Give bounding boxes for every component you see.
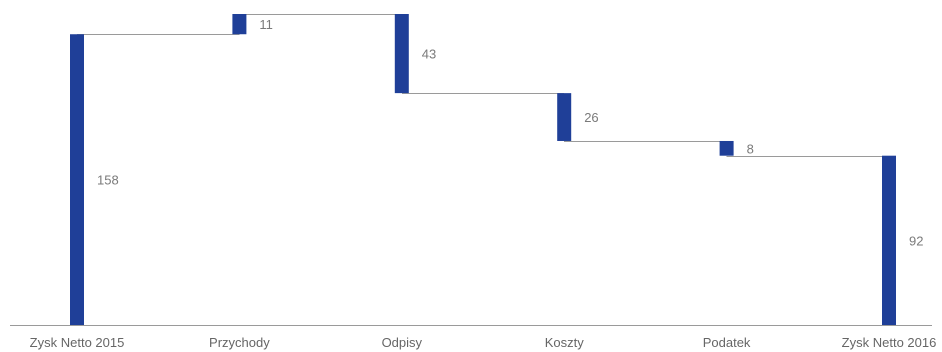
waterfall-bar <box>882 155 896 325</box>
x-tick-label: Przychody <box>209 335 270 350</box>
x-tick-label: Odpisy <box>382 335 423 350</box>
x-tick-label-layer: Zysk Netto 2015 Przychody Odpisy Koszty Poda… <box>30 335 937 350</box>
x-tick-label: Zysk Netto 2016 <box>842 335 937 350</box>
value-label-layer: 158 11 43 26 8 92 <box>97 17 923 248</box>
waterfall-bar <box>70 34 84 325</box>
data-label: 26 <box>584 110 598 125</box>
connector-layer <box>77 14 889 157</box>
x-tick-label: Koszty <box>545 335 585 350</box>
data-label: 92 <box>909 233 923 248</box>
data-label: 43 <box>422 47 436 62</box>
data-label: 8 <box>747 141 754 156</box>
bar-layer <box>70 14 896 325</box>
data-label: 158 <box>97 173 119 188</box>
data-label: 11 <box>259 17 273 32</box>
waterfall-bar <box>719 140 734 156</box>
x-tick-label: Podatek <box>703 335 751 350</box>
waterfall-bar <box>232 14 247 35</box>
waterfall-bar <box>394 14 409 94</box>
waterfall-bar <box>557 93 572 141</box>
x-tick-label: Zysk Netto 2015 <box>30 335 125 350</box>
